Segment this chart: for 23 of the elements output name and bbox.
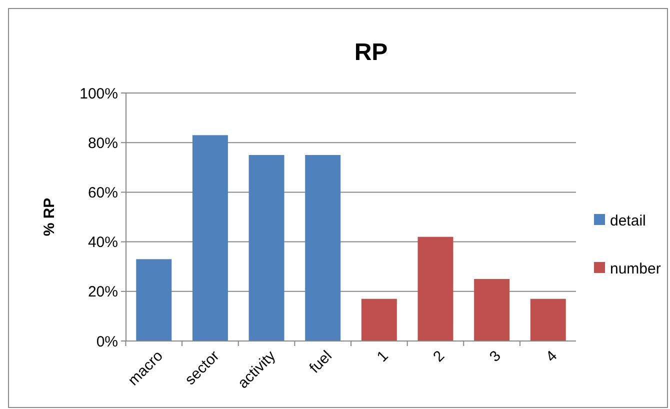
y-tick-label: 100% xyxy=(80,85,118,102)
x-tick-label: fuel xyxy=(306,348,336,377)
y-tick-label: 20% xyxy=(88,284,118,301)
x-tick-label: 3 xyxy=(486,348,504,366)
chart-title: RP xyxy=(354,39,388,66)
bar xyxy=(192,135,228,341)
y-tick-label: 60% xyxy=(88,184,118,202)
bar xyxy=(418,236,454,341)
y-tick-label: 40% xyxy=(88,234,118,252)
legend-label: detail xyxy=(610,212,646,230)
legend-label: number xyxy=(610,260,661,278)
x-tick-label: 1 xyxy=(374,348,392,366)
x-tick-label: 4 xyxy=(542,348,561,366)
bar xyxy=(530,298,566,341)
y-tick-label: 80% xyxy=(88,134,118,152)
bar xyxy=(474,279,510,341)
y-axis-title: % RP xyxy=(41,198,58,236)
x-tick-label: 2 xyxy=(430,348,448,366)
bar xyxy=(248,155,284,341)
bar xyxy=(361,298,397,341)
bar xyxy=(305,155,341,341)
bar xyxy=(136,259,172,341)
y-tick-label: 0% xyxy=(96,333,118,350)
